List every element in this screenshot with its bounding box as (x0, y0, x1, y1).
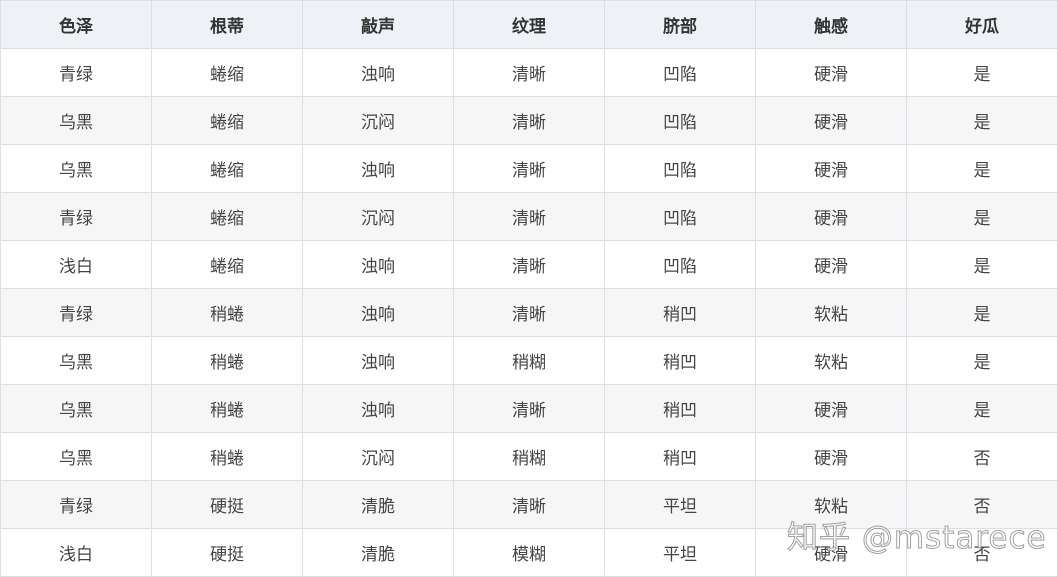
table-cell: 蜷缩 (151, 144, 303, 193)
table-cell: 稍蜷 (151, 336, 303, 385)
table-cell: 蜷缩 (151, 48, 303, 97)
table-cell: 否 (906, 432, 1057, 481)
table-cell: 平坦 (604, 480, 756, 529)
table-cell: 浊响 (302, 288, 454, 337)
table-cell: 清晰 (453, 144, 605, 193)
table-cell: 硬挺 (151, 528, 303, 577)
table-cell: 是 (906, 240, 1057, 289)
table-cell: 稍蜷 (151, 432, 303, 481)
table-cell: 稍凹 (604, 384, 756, 433)
table-cell: 硬滑 (755, 528, 907, 577)
table-cell: 是 (906, 192, 1057, 241)
table-cell: 清脆 (302, 480, 454, 529)
table-cell: 浊响 (302, 240, 454, 289)
table-cell: 硬滑 (755, 192, 907, 241)
table-cell: 凹陷 (604, 48, 756, 97)
table-cell: 清晰 (453, 480, 605, 529)
table-cell: 清脆 (302, 528, 454, 577)
table-cell: 清晰 (453, 96, 605, 145)
table-cell: 软粘 (755, 480, 907, 529)
column-header: 触感 (755, 0, 907, 49)
table-cell: 稍糊 (453, 336, 605, 385)
table-cell: 硬滑 (755, 240, 907, 289)
table-cell: 软粘 (755, 336, 907, 385)
table-cell: 模糊 (453, 528, 605, 577)
column-header: 好瓜 (906, 0, 1057, 49)
table-cell: 蜷缩 (151, 192, 303, 241)
table-cell: 乌黑 (0, 144, 152, 193)
table-cell: 是 (906, 48, 1057, 97)
column-header: 纹理 (453, 0, 605, 49)
table-cell: 否 (906, 480, 1057, 529)
table-cell: 蜷缩 (151, 240, 303, 289)
table-cell: 否 (906, 528, 1057, 577)
table-cell: 凹陷 (604, 96, 756, 145)
table-cell: 沉闷 (302, 432, 454, 481)
table-cell: 稍蜷 (151, 288, 303, 337)
table-cell: 清晰 (453, 384, 605, 433)
table-cell: 稍凹 (604, 432, 756, 481)
header-row: 色泽 根蒂 敲声 纹理 脐部 触感 好瓜 (0, 0, 1057, 49)
table-cell: 硬挺 (151, 480, 303, 529)
table-cell: 平坦 (604, 528, 756, 577)
table-cell: 是 (906, 144, 1057, 193)
table-cell: 浊响 (302, 384, 454, 433)
table-row: 青绿 蜷缩 沉闷 清晰 凹陷 硬滑是 (0, 192, 1057, 241)
table-cell: 软粘 (755, 288, 907, 337)
table-cell: 硬滑 (755, 144, 907, 193)
table-cell: 乌黑 (0, 384, 152, 433)
table-row: 浅白 蜷缩 浊响 清晰 凹陷 硬滑是 (0, 240, 1057, 289)
table-cell: 乌黑 (0, 432, 152, 481)
table-cell: 清晰 (453, 192, 605, 241)
table-row: 青绿 蜷缩 浊响 清晰 凹陷 硬滑是 (0, 48, 1057, 97)
table-cell: 硬滑 (755, 96, 907, 145)
table-cell: 硬滑 (755, 432, 907, 481)
table-cell: 浅白 (0, 528, 152, 577)
table-cell: 清晰 (453, 288, 605, 337)
table-row: 乌黑 稍蜷 沉闷 稍糊 稍凹 硬滑否 (0, 432, 1057, 481)
table-cell: 蜷缩 (151, 96, 303, 145)
table-cell: 乌黑 (0, 96, 152, 145)
table-cell: 硬滑 (755, 384, 907, 433)
table-row: 乌黑 稍蜷 浊响 清晰 稍凹 硬滑是 (0, 384, 1057, 433)
table-row: 青绿 硬挺 清脆 清晰 平坦 软粘否 (0, 480, 1057, 529)
column-header: 敲声 (302, 0, 454, 49)
table-cell: 凹陷 (604, 144, 756, 193)
table-cell: 稍蜷 (151, 384, 303, 433)
table-cell: 浊响 (302, 336, 454, 385)
table-cell: 硬滑 (755, 48, 907, 97)
table-cell: 沉闷 (302, 192, 454, 241)
table-cell: 是 (906, 288, 1057, 337)
watermark: 知乎 @mstarece (787, 520, 1047, 557)
column-header: 根蒂 (151, 0, 303, 49)
column-header: 色泽 (0, 0, 152, 49)
table-row: 浅白 硬挺 清脆 模糊 平坦 硬滑否 (0, 528, 1057, 577)
table-cell: 凹陷 (604, 192, 756, 241)
table-cell: 乌黑 (0, 336, 152, 385)
table-cell: 青绿 (0, 48, 152, 97)
table-cell: 稍凹 (604, 288, 756, 337)
table-cell: 清晰 (453, 240, 605, 289)
table-row: 乌黑 蜷缩 浊响 清晰 凹陷 硬滑是 (0, 144, 1057, 193)
table-cell: 凹陷 (604, 240, 756, 289)
table-cell: 沉闷 (302, 96, 454, 145)
table-cell: 青绿 (0, 288, 152, 337)
table-row: 青绿 稍蜷 浊响 清晰 稍凹 软粘是 (0, 288, 1057, 337)
table-cell: 是 (906, 336, 1057, 385)
table-cell: 浊响 (302, 48, 454, 97)
table-cell: 稍凹 (604, 336, 756, 385)
table-cell: 是 (906, 384, 1057, 433)
table-row: 乌黑 蜷缩 沉闷 清晰 凹陷 硬滑是 (0, 96, 1057, 145)
column-header: 脐部 (604, 0, 756, 49)
table-cell: 浅白 (0, 240, 152, 289)
table-cell: 是 (906, 96, 1057, 145)
table-cell: 清晰 (453, 48, 605, 97)
table-cell: 浊响 (302, 144, 454, 193)
table-cell: 稍糊 (453, 432, 605, 481)
table-cell: 青绿 (0, 192, 152, 241)
table-cell: 青绿 (0, 480, 152, 529)
table-row: 乌黑 稍蜷 浊响 稍糊 稍凹 软粘是 (0, 336, 1057, 385)
